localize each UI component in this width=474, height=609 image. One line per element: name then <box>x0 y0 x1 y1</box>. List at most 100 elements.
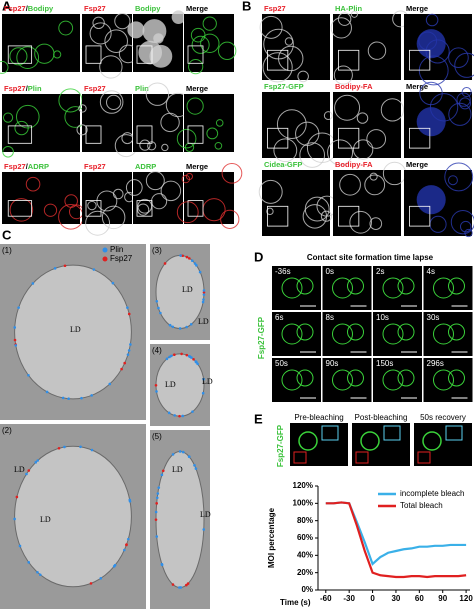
droplet <box>281 323 303 345</box>
inset-box <box>409 49 431 71</box>
droplet <box>461 87 472 98</box>
droplet <box>188 58 204 75</box>
gold-particle <box>170 354 173 358</box>
droplet <box>347 323 364 341</box>
gold-particle <box>90 448 94 452</box>
micrograph <box>333 170 401 236</box>
y-tick-label: 0% <box>301 585 313 594</box>
column-title: Merge <box>186 4 208 13</box>
droplet <box>186 97 204 115</box>
droplet <box>161 143 169 152</box>
droplet <box>221 162 243 184</box>
title-part: Plin <box>28 84 42 93</box>
panel-label: C <box>2 227 12 242</box>
gold-particle <box>36 570 39 574</box>
legend-dot <box>102 247 108 253</box>
droplet <box>58 20 74 36</box>
droplet <box>176 128 197 149</box>
gold-particle <box>202 293 206 296</box>
droplet <box>25 176 41 192</box>
gold-particle <box>155 496 159 500</box>
droplet <box>16 46 40 70</box>
droplet <box>125 179 143 196</box>
legend-label: Total bleach <box>400 501 443 510</box>
droplet <box>448 323 465 341</box>
panel-label: B <box>242 0 251 13</box>
x-tick-label: 90 <box>438 594 447 603</box>
droplet <box>99 55 123 79</box>
droplet <box>273 138 298 163</box>
gold-particle <box>194 467 198 470</box>
droplet <box>323 111 333 121</box>
inset-box <box>7 125 33 144</box>
droplet <box>101 205 126 230</box>
inset-box <box>409 205 431 227</box>
micrograph <box>2 172 80 224</box>
timepoint: 30s <box>427 313 440 322</box>
droplet <box>137 203 150 216</box>
gold-particle <box>154 384 158 387</box>
gold-particle <box>179 254 182 257</box>
column-title: Cidea-GFP <box>264 160 302 169</box>
gold-particle <box>198 270 202 274</box>
droplet <box>444 162 474 192</box>
droplet <box>266 207 274 216</box>
gold-particle <box>157 486 161 489</box>
gold-particle <box>202 377 205 381</box>
timepoint: -36s <box>275 267 291 276</box>
title-part: Fsp27 <box>4 4 26 13</box>
column-title: Merge <box>406 82 428 91</box>
droplet <box>360 431 380 451</box>
droplet <box>337 12 352 26</box>
column-title: Bodipy-FA <box>335 82 373 91</box>
gold-particle <box>185 583 188 587</box>
gold-particle <box>178 327 182 330</box>
gold-particle <box>79 445 82 449</box>
gold-particle <box>161 469 165 473</box>
droplet <box>397 277 415 295</box>
droplet <box>276 109 307 140</box>
droplet <box>9 47 28 66</box>
gold-particle <box>201 300 205 304</box>
droplet <box>296 323 314 341</box>
y-tick-label: 120% <box>293 481 313 490</box>
gold-particle <box>178 414 181 418</box>
gold-particle <box>155 299 159 303</box>
droplet <box>296 369 314 387</box>
title-part: / <box>26 4 29 13</box>
droplet <box>382 369 404 391</box>
gold-particle <box>165 357 169 361</box>
droplet <box>92 16 105 30</box>
y-tick-label: 60% <box>297 533 313 542</box>
gold-particle <box>188 257 191 260</box>
droplet <box>349 210 372 234</box>
droplet <box>332 323 353 345</box>
droplet <box>215 119 224 127</box>
gold-particle <box>61 396 65 400</box>
droplet <box>2 112 14 123</box>
legend-dot <box>102 256 108 262</box>
image-title: 50s recovery <box>420 413 466 422</box>
droplet <box>369 172 378 181</box>
image-label: (3) <box>152 246 162 255</box>
x-tick-label: 60 <box>415 594 424 603</box>
column-title: Fsp27-GFP <box>264 82 304 91</box>
region-label: LD <box>198 317 209 326</box>
gold-particle <box>155 502 158 505</box>
roi-box <box>383 425 401 441</box>
gold-particle <box>127 349 131 352</box>
gold-particle <box>17 306 20 309</box>
droplet <box>0 60 9 74</box>
gold-particle <box>127 312 131 316</box>
x-axis-label: Time (s) <box>280 598 311 607</box>
gold-particle <box>38 573 42 577</box>
gold-particle <box>186 582 190 585</box>
roi-box <box>321 425 339 441</box>
droplet <box>296 277 314 295</box>
nucleus <box>416 29 446 59</box>
inset-box <box>338 205 360 227</box>
inset-box <box>409 127 431 149</box>
gold-particle <box>27 469 31 472</box>
gold-particle <box>154 510 158 514</box>
gold-particle <box>123 548 126 552</box>
